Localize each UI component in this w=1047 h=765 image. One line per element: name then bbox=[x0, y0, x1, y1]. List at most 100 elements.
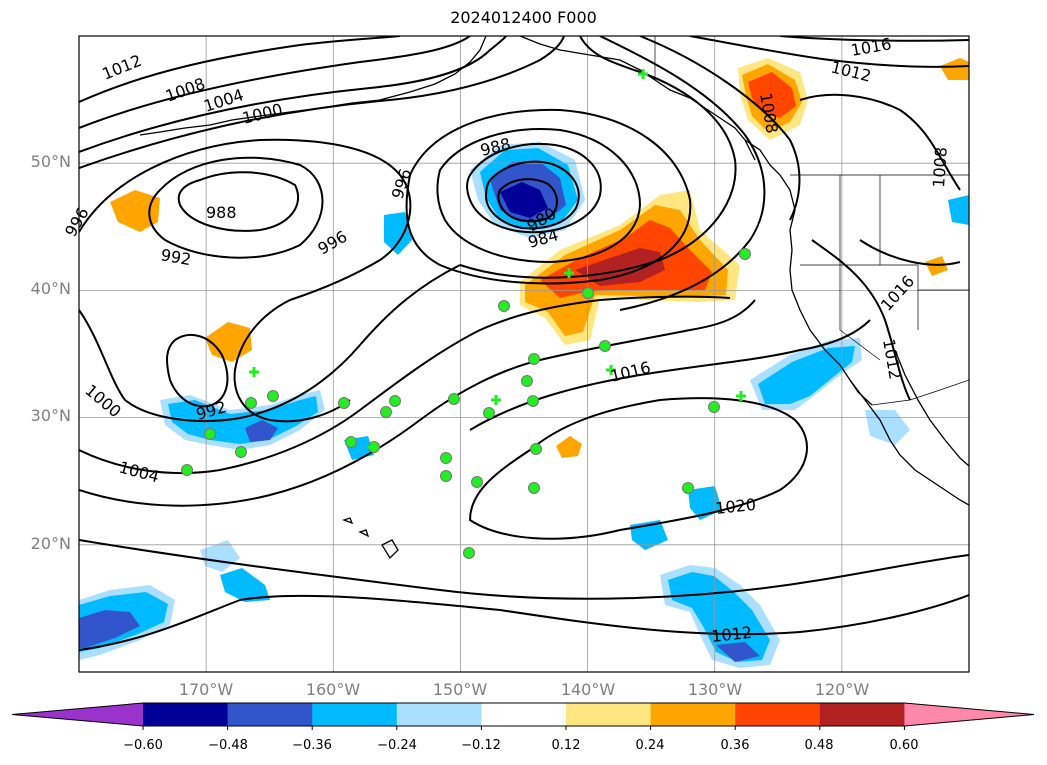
isobar-988-west-low bbox=[177, 171, 300, 232]
station-circle-marker bbox=[530, 443, 542, 455]
isobar-label: 996 bbox=[315, 227, 351, 259]
isobar-992-west-low bbox=[148, 156, 324, 259]
lat-label-30n: 30°N bbox=[30, 406, 71, 425]
colorbar-tick-label: 0.36 bbox=[720, 738, 750, 753]
shade-cluster-d bbox=[948, 195, 969, 225]
hawaii-small-b bbox=[342, 517, 354, 525]
colorbar-bin bbox=[312, 703, 398, 726]
isobar-992-east-low bbox=[436, 128, 642, 264]
isobar-label: 992 bbox=[159, 245, 192, 269]
station-circle-marker bbox=[338, 397, 350, 409]
shade-small-orange-b bbox=[940, 58, 969, 80]
shade-low-center-dark bbox=[500, 182, 548, 218]
station-circle-marker bbox=[345, 436, 357, 448]
colorbar-tick-label: −0.24 bbox=[377, 738, 417, 753]
isobar-988-east-low bbox=[466, 142, 602, 234]
map-frame bbox=[78, 35, 970, 673]
isobar-1016-south bbox=[79, 539, 969, 600]
colorbar-bin bbox=[481, 703, 567, 726]
isobar-1008-north bbox=[79, 36, 471, 129]
isobar-1000-west bbox=[79, 264, 461, 422]
borders bbox=[654, 36, 969, 406]
colorbar-bin bbox=[396, 703, 482, 726]
colorbar-bin bbox=[143, 703, 229, 726]
station-plus-marker bbox=[491, 395, 501, 405]
isobar-1008-far-east bbox=[799, 93, 961, 191]
isobar-1004-south bbox=[79, 295, 731, 475]
colorbar-bin bbox=[566, 703, 652, 726]
colorbar-tick-label: 0.24 bbox=[635, 738, 665, 753]
colorbar-extend-low bbox=[12, 703, 143, 726]
station-circle-marker bbox=[521, 375, 533, 387]
colorbar-bin bbox=[227, 703, 313, 726]
station-circle-marker bbox=[582, 287, 594, 299]
isobar-1008-east bbox=[639, 36, 801, 221]
map-area bbox=[79, 36, 969, 672]
station-circle-marker bbox=[245, 397, 257, 409]
station-circle-marker bbox=[708, 401, 720, 413]
isobar-1016-northeast bbox=[779, 36, 969, 42]
station-circle-marker bbox=[498, 300, 510, 312]
colorbar-tick-label: 0.48 bbox=[804, 738, 834, 753]
station-circle-marker bbox=[528, 353, 540, 365]
shade-sw-corner-dark bbox=[79, 610, 140, 648]
shade-subtrop-mid bbox=[668, 572, 770, 662]
station-plus-marker bbox=[249, 367, 259, 377]
isobar-label: 996 bbox=[61, 204, 93, 240]
isobar-label: 1020 bbox=[714, 495, 756, 518]
baja-peninsula bbox=[849, 379, 969, 506]
isobar-1012-south bbox=[79, 594, 969, 651]
station-markers bbox=[181, 69, 751, 559]
station-circle-marker bbox=[682, 482, 694, 494]
shade-west-low-band-dark bbox=[245, 420, 278, 442]
station-plus-marker bbox=[528, 395, 538, 405]
station-circle-marker bbox=[599, 340, 611, 352]
isobar-1012-socal bbox=[811, 239, 911, 401]
lon-label-170w: 170°W bbox=[178, 680, 234, 699]
isobar-label: 1012 bbox=[710, 623, 752, 646]
bc-coast bbox=[744, 139, 796, 251]
isobar-label: 1016 bbox=[608, 358, 652, 386]
isobar-992-southwest-low bbox=[166, 334, 229, 408]
colorbar-tick-label: 0.60 bbox=[889, 738, 919, 753]
gulf-of-california bbox=[894, 349, 969, 467]
lon-label-120w: 120°W bbox=[814, 680, 870, 699]
shade-bering-orange bbox=[110, 190, 160, 232]
isobar-lines bbox=[79, 36, 969, 651]
station-circle-marker bbox=[440, 470, 452, 482]
isobar-1004-north bbox=[79, 36, 507, 153]
colorbar-tick-label: −0.48 bbox=[208, 738, 248, 753]
station-circle-marker bbox=[471, 476, 483, 488]
shade-sw-blob-b bbox=[220, 568, 270, 602]
station-circle-marker bbox=[267, 390, 279, 402]
colorbar-tick-label: −0.12 bbox=[461, 738, 501, 753]
isobar-1012-north bbox=[79, 36, 401, 103]
alaska-southeast-coast bbox=[519, 36, 756, 161]
isobar-1016-socal bbox=[859, 239, 961, 266]
colorbar-extend-high bbox=[904, 703, 1034, 726]
map-title: 2024012400 F000 bbox=[450, 8, 597, 27]
isobar-1000-north bbox=[79, 36, 565, 169]
colorbar-tick-label: −0.36 bbox=[292, 738, 332, 753]
station-circle-marker bbox=[204, 428, 216, 440]
shade-small-orange-c bbox=[925, 256, 948, 276]
station-plus-marker bbox=[368, 442, 378, 452]
hawaii-small-a bbox=[358, 529, 370, 538]
lon-label-130w: 130°W bbox=[687, 680, 743, 699]
colorbar-tick-label: −0.60 bbox=[123, 738, 163, 753]
isobar-1016-center bbox=[469, 319, 871, 431]
isobar-label: 1008 bbox=[163, 74, 208, 106]
isobar-984-east-low bbox=[484, 160, 580, 230]
shade-small-orange-a bbox=[556, 436, 582, 458]
isobar-1000-east-low bbox=[459, 36, 737, 279]
station-circle-marker bbox=[448, 393, 460, 405]
station-circle-marker bbox=[528, 482, 540, 494]
isobar-label: 996 bbox=[388, 166, 416, 201]
station-plus-marker bbox=[638, 69, 648, 79]
station-plus-marker bbox=[564, 268, 574, 278]
isobar-1012-east bbox=[689, 36, 969, 68]
lon-label-160w: 160°W bbox=[305, 680, 361, 699]
lat-label-20n: 20°N bbox=[30, 534, 71, 553]
